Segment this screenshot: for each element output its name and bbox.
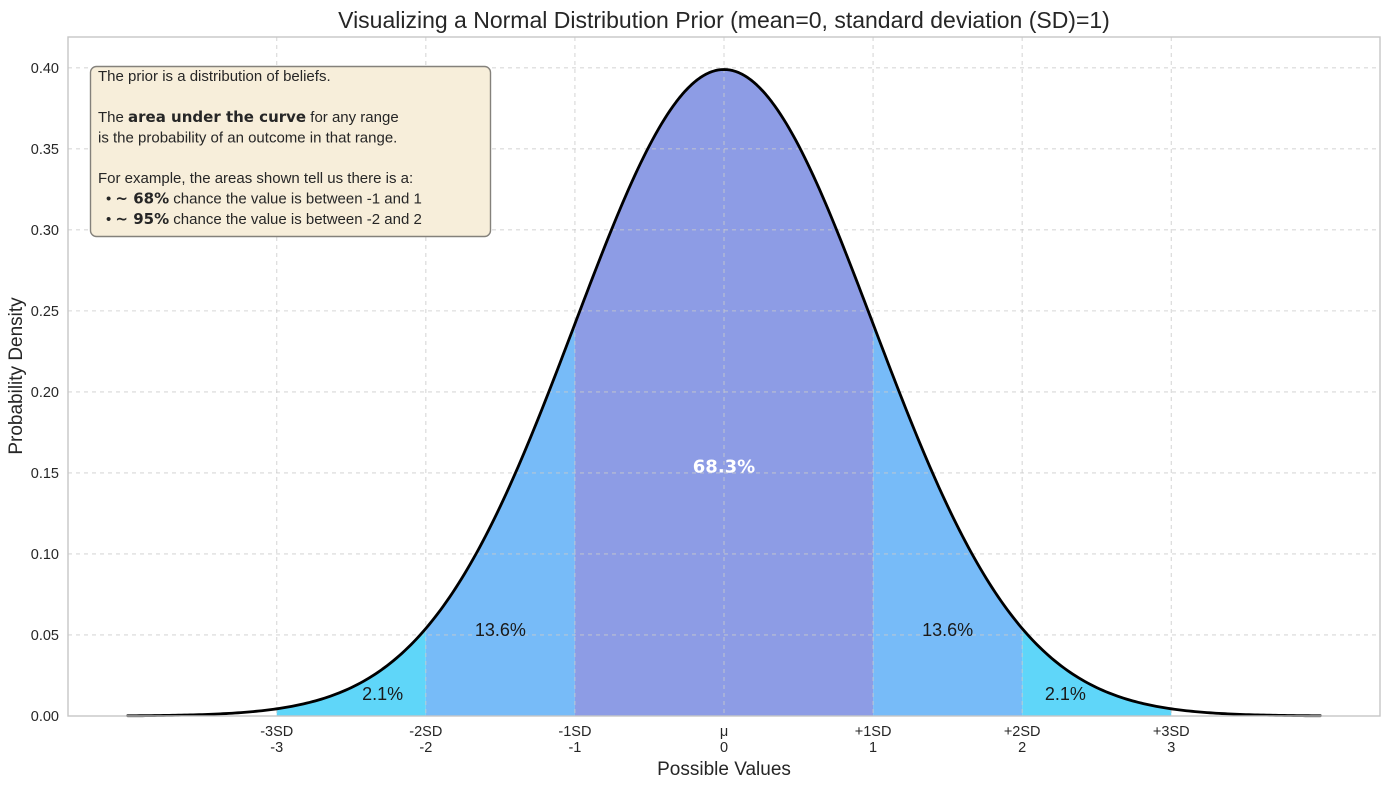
x-tick-label: 2: [1018, 740, 1026, 756]
annotation-line: For example, the areas shown tell us the…: [98, 170, 413, 187]
annotation-line: is the probability of an outcome in that…: [98, 130, 397, 147]
x-tick-label: -1SD: [558, 724, 591, 740]
region-percentage-label: 2.1%: [1045, 684, 1086, 704]
region-percentage-label: 68.3%: [693, 456, 755, 477]
x-tick-label: -2: [419, 740, 432, 756]
annotation-text: The prior is a distribution of beliefs. T…: [98, 68, 422, 228]
region-percentage-label: 2.1%: [362, 684, 403, 704]
region-fill: [1022, 628, 1172, 716]
chart-title: Visualizing a Normal Distribution Prior …: [338, 7, 1110, 33]
x-tick-label: -3SD: [260, 724, 293, 740]
x-tick-label: μ: [720, 724, 728, 740]
x-tick-label: +2SD: [1004, 724, 1041, 740]
y-tick-label: 0.30: [31, 223, 59, 239]
y-tick-label: 0.15: [31, 466, 59, 482]
plot-border: [67, 36, 1381, 717]
x-tick-label: 3: [1167, 740, 1175, 756]
x-tick-label: -2SD: [409, 724, 442, 740]
x-tick-label: +3SD: [1153, 724, 1190, 740]
x-axis-label: Possible Values: [657, 759, 791, 780]
region-percentage-label: 13.6%: [475, 620, 526, 640]
y-axis-label: Probability Density: [6, 297, 27, 455]
annotation-box: The prior is a distribution of beliefs. T…: [89, 65, 492, 238]
region-labels: 2.1% 13.6% 68.3% 13.6% 2.1%: [362, 456, 1086, 704]
annotation-line: The prior is a distribution of beliefs.: [98, 68, 331, 85]
y-tick-labels: 0.00 0.05 0.10 0.15 0.20 0.25 0.30 0.35 0.40: [31, 61, 59, 725]
annotation-line: • ~ 68% chance the value is between -1 a…: [106, 190, 422, 208]
y-tick-label: 0.35: [31, 142, 59, 158]
y-tick-label: 0.25: [31, 304, 59, 320]
x-tick-label: +1SD: [855, 724, 892, 740]
y-tick-label: 0.10: [31, 547, 59, 563]
annotation-box-background: [89, 65, 492, 238]
annotation-line: • ~ 95% chance the value is between -2 a…: [106, 210, 422, 228]
region-fill: [276, 628, 426, 716]
annotation-line: The area under the curve for any range: [98, 108, 399, 126]
x-tick-label: 1: [869, 740, 877, 756]
x-tick-label: -3: [270, 740, 283, 756]
x-tick-label: 0: [720, 740, 728, 756]
region-percentage-label: 13.6%: [922, 620, 973, 640]
y-tick-label: 0.00: [31, 709, 59, 725]
y-tick-label: 0.05: [31, 628, 59, 644]
normal-curve: [126, 68, 1322, 718]
x-tick-label: -1: [568, 740, 581, 756]
y-tick-label: 0.40: [31, 61, 59, 77]
y-tick-label: 0.20: [31, 385, 59, 401]
